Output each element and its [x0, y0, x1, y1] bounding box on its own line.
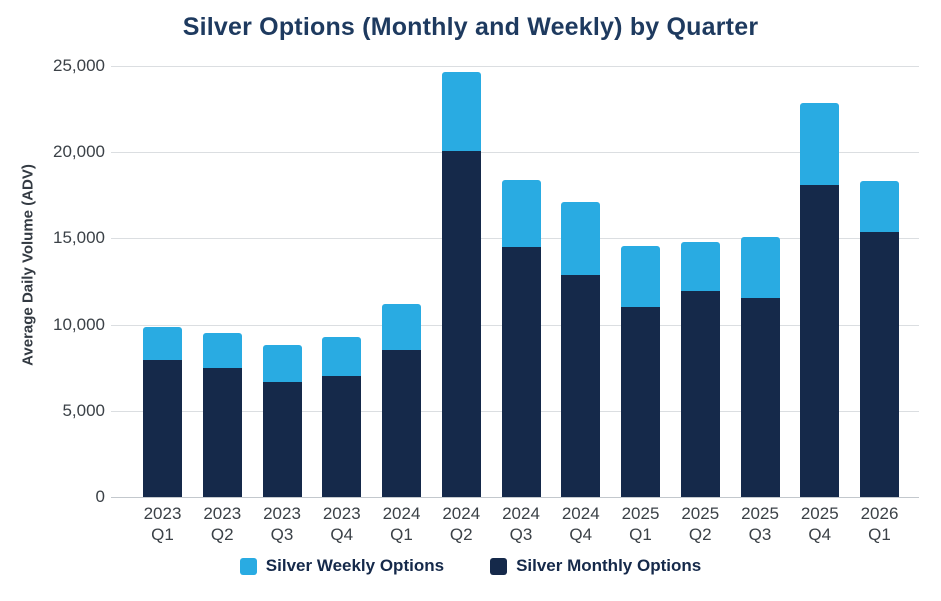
bar-group-2023-q2 [202, 333, 242, 497]
y-tick-label-0: 0 [95, 487, 105, 506]
x-tick-line: 2025 [621, 504, 660, 523]
x-tick-label-2023-q4: 2023 Q4 [310, 503, 374, 545]
x-tick-label-2026-q1: 2026 Q1 [848, 503, 912, 545]
bar-segment-weekly-2023-q1 [143, 327, 182, 360]
bar-group-2024-q1 [382, 303, 421, 497]
x-tick-line: Q4 [569, 525, 593, 544]
bar-segment-weekly-2024-q4 [561, 202, 601, 275]
x-tick-line: Q4 [808, 525, 832, 544]
x-tick-line: 2024 [502, 504, 540, 523]
x-tick-line: Q4 [330, 525, 354, 544]
bar-segment-weekly-2025-q4 [800, 103, 840, 185]
legend-label-monthly: Silver Monthly Options [516, 556, 702, 575]
legend-swatch-monthly [490, 557, 508, 575]
x-tick-line: 2023 [203, 504, 242, 523]
x-tick-label-2024-q2: 2024 Q2 [429, 503, 493, 545]
bar-group-2025-q2 [680, 241, 720, 497]
bar-group-2024-q3 [501, 179, 541, 497]
x-tick-line: Q3 [509, 525, 533, 544]
bar-segment-monthly-2025-q3 [740, 297, 780, 497]
x-tick-line: 2025 [741, 504, 779, 523]
y-tick-label-5000: 5,000 [62, 401, 105, 420]
bar-segment-monthly-2025-q1 [621, 306, 660, 497]
bar-segment-monthly-2023-q3 [262, 381, 302, 497]
x-tick-line: 2023 [322, 504, 361, 523]
x-tick-line: 2024 [442, 504, 481, 523]
x-tick-label-2023-q3: 2023 Q3 [250, 503, 314, 545]
bar-group-2026-q1 [860, 180, 899, 497]
x-tick-line: Q2 [210, 525, 234, 544]
bar-segment-weekly-2024-q3 [501, 179, 541, 247]
x-tick-label-2025-q1: 2025 Q1 [609, 503, 673, 545]
x-tick-line: 2026 [860, 504, 899, 523]
x-tick-line: 2024 [382, 504, 421, 523]
x-tick-line: Q2 [688, 525, 712, 544]
bar-segment-monthly-2024-q3 [501, 247, 541, 497]
x-tick-line: 2023 [263, 504, 301, 523]
bar-group-2025-q3 [740, 236, 780, 497]
legend: Silver Weekly Options Silver Monthly Opti… [0, 556, 941, 576]
x-tick-line: 2023 [143, 504, 182, 523]
x-tick-line: Q1 [629, 525, 652, 544]
x-tick-label-2024-q1: 2024 Q1 [370, 503, 434, 545]
y-tick-label-20000: 20,000 [53, 142, 105, 161]
x-tick-line: 2025 [681, 504, 720, 523]
x-tick-line: Q3 [748, 525, 772, 544]
legend-item-monthly: Silver Monthly Options [490, 556, 701, 576]
bar-segment-weekly-2025-q2 [680, 241, 720, 291]
plot-area [111, 66, 919, 498]
x-tick-line: Q3 [270, 525, 294, 544]
bar-segment-weekly-2024-q1 [382, 303, 421, 350]
bar-segment-monthly-2025-q2 [680, 291, 720, 497]
x-tick-line: Q1 [151, 525, 174, 544]
bar-segment-weekly-2024-q2 [441, 72, 481, 151]
legend-swatch-weekly [239, 557, 257, 575]
y-tick-label-15000: 15,000 [53, 228, 105, 247]
x-tick-label-2024-q4: 2024 Q4 [549, 503, 613, 545]
gridline-20000 [111, 152, 919, 153]
legend-label-weekly: Silver Weekly Options [265, 556, 445, 575]
x-tick-label-2023-q2: 2023 Q2 [190, 503, 254, 545]
y-tick-label-10000: 10,000 [53, 315, 105, 334]
x-tick-line: Q1 [390, 525, 413, 544]
x-tick-label-2025-q4: 2025 Q4 [788, 503, 852, 545]
x-tick-label-2023-q1: 2023 Q1 [131, 503, 195, 545]
bar-group-2024-q2 [441, 72, 481, 497]
x-tick-label-2025-q3: 2025 Q3 [728, 503, 792, 545]
bar-group-2023-q3 [262, 345, 302, 497]
bar-segment-monthly-2024-q4 [561, 274, 601, 497]
bar-segment-weekly-2023-q2 [202, 333, 242, 368]
legend-item-weekly: Silver Weekly Options [239, 556, 445, 576]
x-tick-line: 2024 [561, 504, 600, 523]
bar-segment-monthly-2024-q1 [382, 349, 421, 497]
x-tick-label-2025-q2: 2025 Q2 [668, 503, 732, 545]
bar-segment-weekly-2026-q1 [860, 180, 899, 232]
bar-group-2025-q4 [800, 103, 840, 497]
bar-segment-weekly-2025-q1 [621, 246, 660, 307]
bar-group-2023-q1 [143, 327, 182, 497]
x-tick-line: Q1 [868, 525, 891, 544]
x-tick-line: Q2 [449, 525, 473, 544]
bar-group-2023-q4 [322, 336, 362, 497]
x-tick-line: 2025 [800, 504, 839, 523]
bar-segment-monthly-2026-q1 [860, 231, 899, 497]
y-tick-label-25000: 25,000 [53, 56, 105, 75]
bar-segment-weekly-2023-q3 [262, 345, 302, 382]
bar-segment-monthly-2023-q2 [202, 367, 242, 497]
gridline-25000 [111, 66, 919, 67]
bar-segment-monthly-2025-q4 [800, 185, 840, 497]
x-tick-label-2024-q3: 2024 Q3 [489, 503, 553, 545]
bar-segment-weekly-2025-q3 [740, 236, 780, 298]
bar-segment-weekly-2023-q4 [322, 336, 362, 377]
bar-segment-monthly-2023-q4 [322, 376, 362, 497]
bar-segment-monthly-2023-q1 [143, 359, 182, 497]
bar-group-2024-q4 [561, 202, 601, 497]
bar-segment-monthly-2024-q2 [441, 150, 481, 497]
chart-title: Silver Options (Monthly and Weekly) by Q… [182, 13, 759, 41]
gridline-0 [111, 497, 919, 498]
y-axis-title: Average Daily Volume (ADV) [19, 164, 37, 366]
bar-group-2025-q1 [621, 246, 660, 497]
